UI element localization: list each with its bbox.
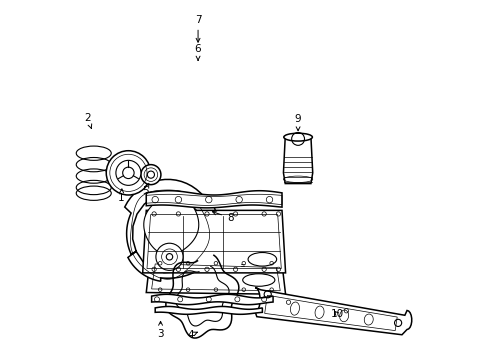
Text: 1: 1 (118, 189, 124, 203)
Polygon shape (142, 210, 285, 273)
Circle shape (116, 160, 141, 185)
Ellipse shape (290, 302, 299, 315)
Text: 10: 10 (330, 309, 343, 319)
Text: 3: 3 (157, 321, 163, 339)
Polygon shape (124, 179, 217, 281)
Circle shape (106, 151, 150, 195)
Ellipse shape (283, 133, 312, 141)
Text: 4: 4 (187, 330, 197, 340)
Polygon shape (146, 260, 285, 294)
Text: 8: 8 (212, 211, 233, 223)
Text: 5: 5 (142, 183, 149, 196)
Ellipse shape (314, 306, 324, 319)
Circle shape (156, 243, 183, 270)
Text: 6: 6 (194, 44, 201, 60)
Text: 7: 7 (194, 15, 201, 42)
Polygon shape (151, 294, 272, 305)
Polygon shape (283, 137, 312, 184)
Text: 2: 2 (84, 113, 92, 129)
Text: 9: 9 (294, 113, 301, 131)
Ellipse shape (364, 314, 372, 325)
Polygon shape (143, 194, 198, 255)
Polygon shape (155, 306, 262, 314)
Circle shape (141, 165, 161, 185)
Ellipse shape (339, 310, 348, 322)
Polygon shape (255, 288, 411, 335)
Polygon shape (146, 191, 282, 208)
